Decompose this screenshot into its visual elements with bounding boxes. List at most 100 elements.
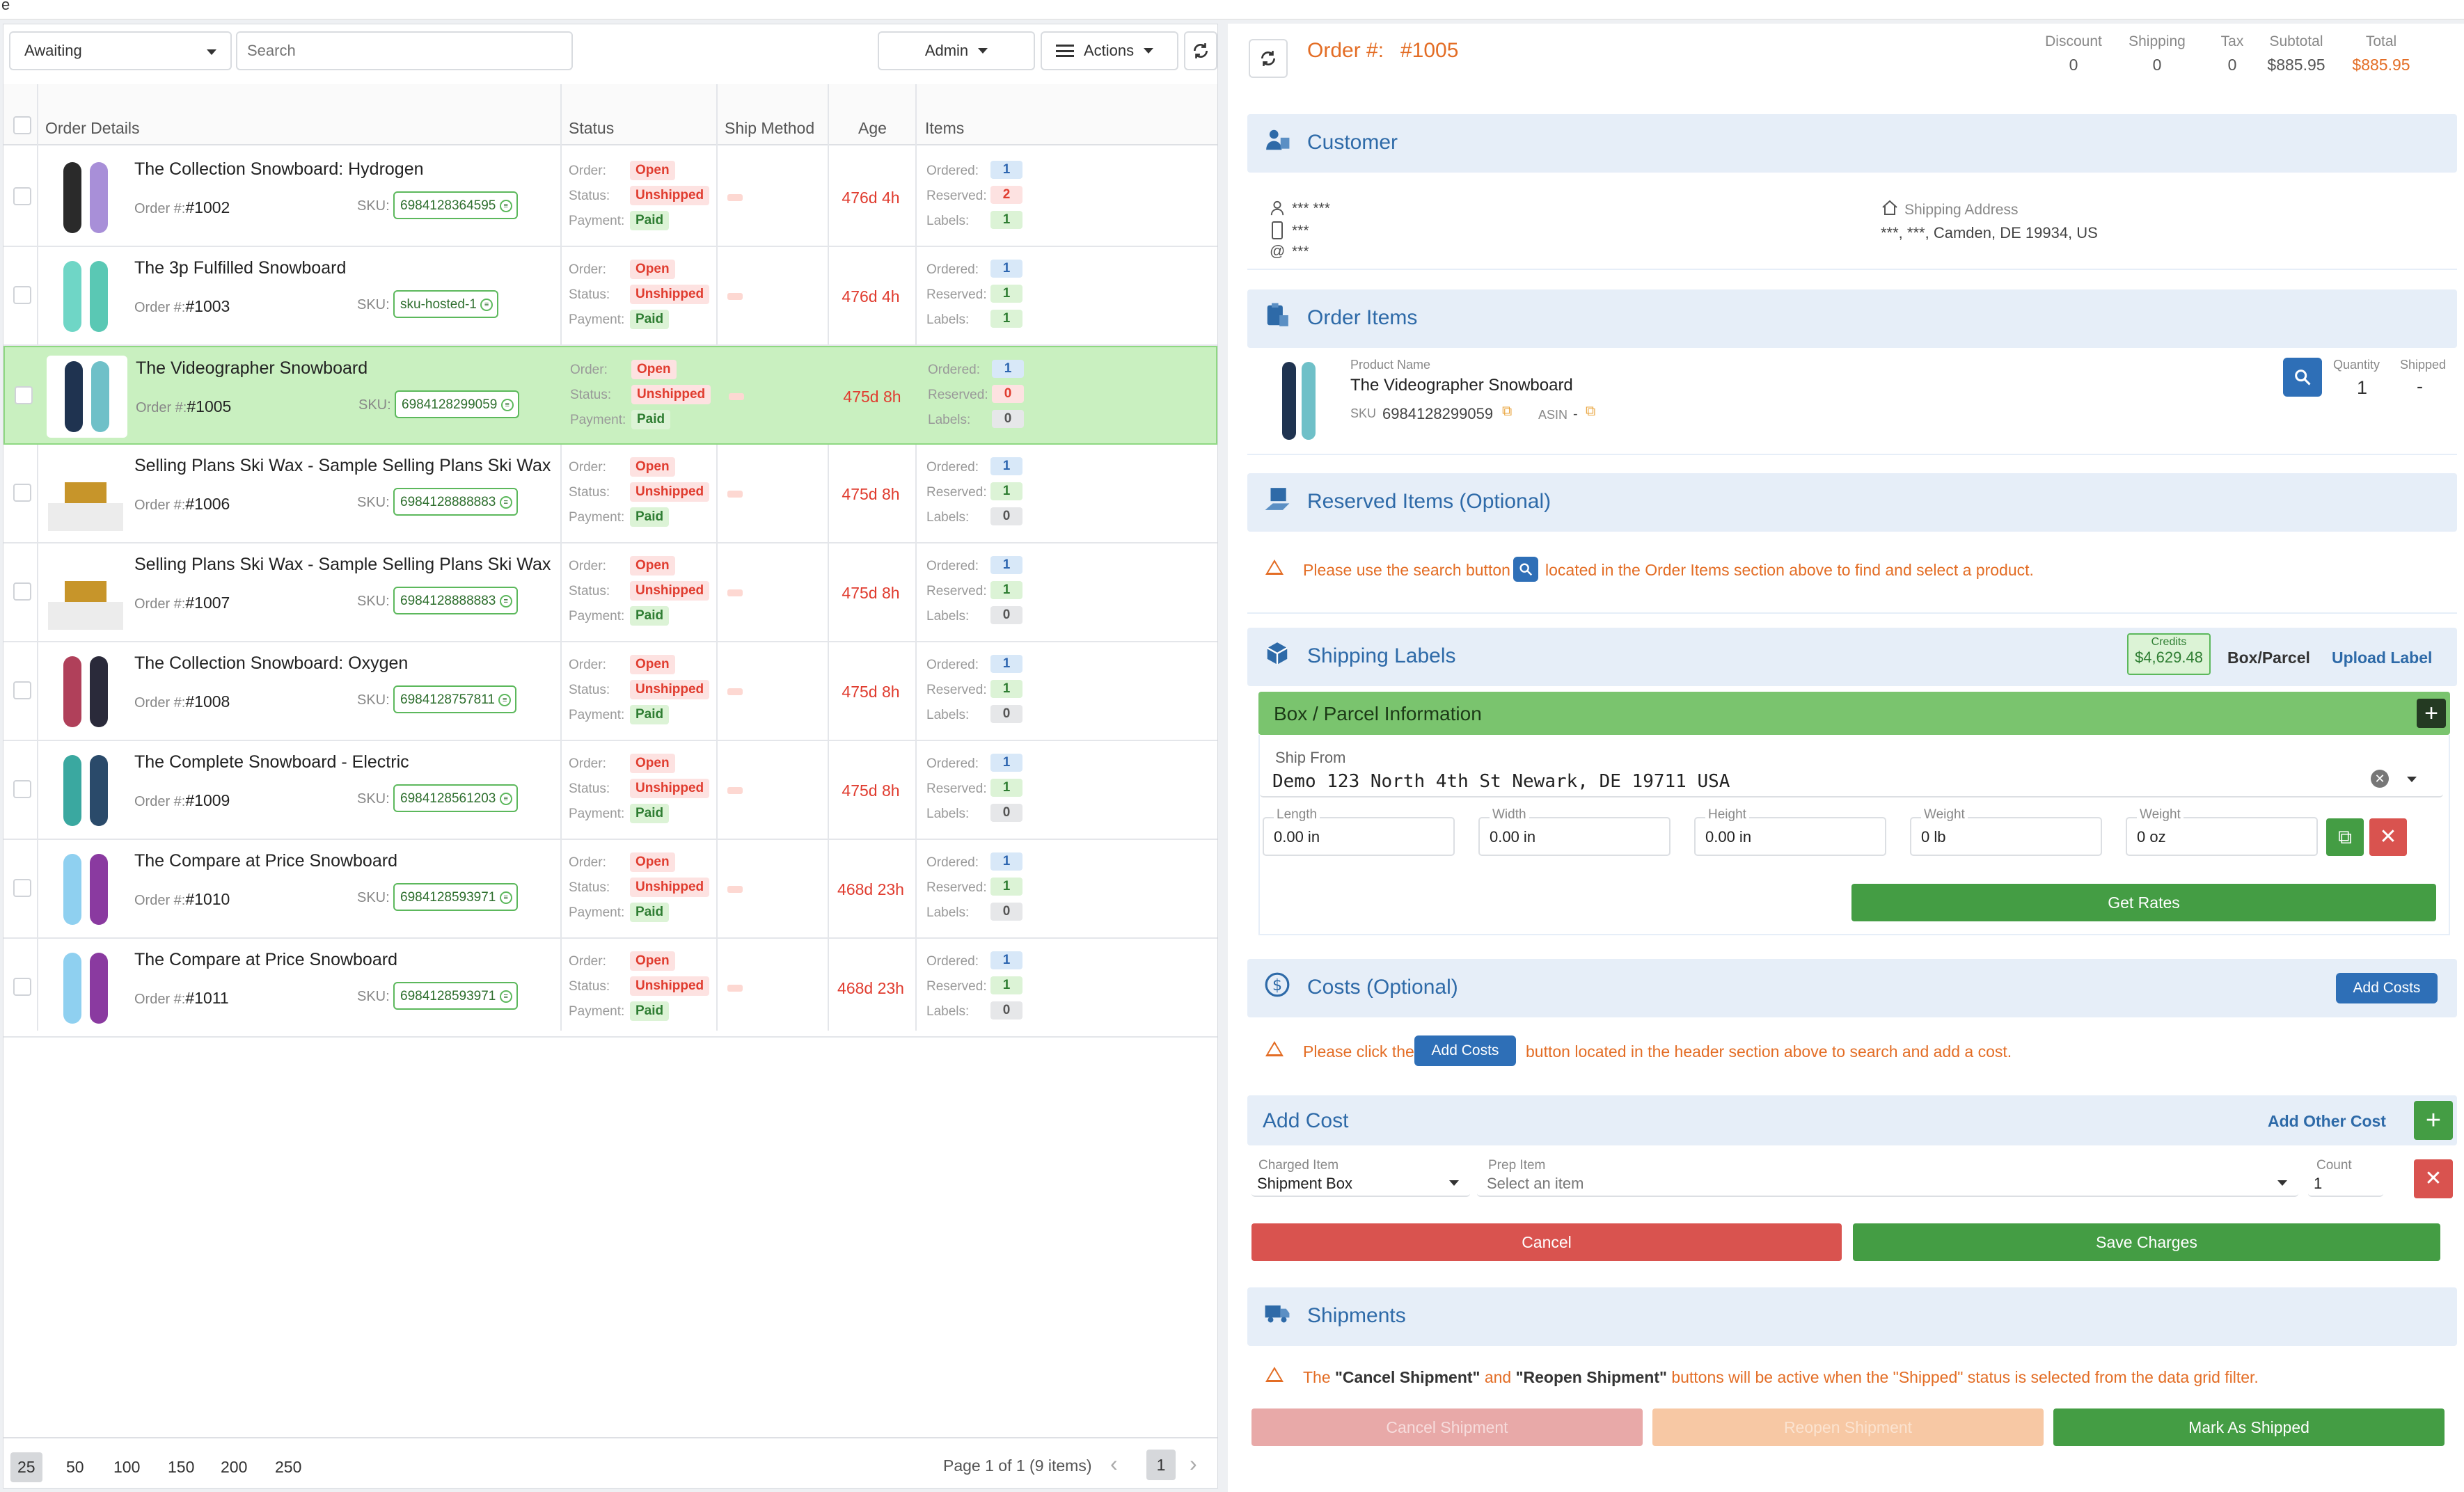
customer-title: Customer [1307, 131, 1398, 154]
row-sku-badge[interactable]: sku-hosted-1 ≡ [393, 290, 499, 318]
row-sku-badge[interactable]: 6984128757811 ≡ [393, 685, 517, 713]
upload-label-link[interactable]: Upload Label [2332, 649, 2433, 667]
actions-label: Actions [1084, 42, 1135, 59]
remove-cost-button[interactable]: ✕ [2414, 1159, 2453, 1198]
row-age: 475d 8h [842, 781, 900, 800]
product-thumbnail [45, 157, 126, 239]
select-all-checkbox[interactable] [13, 116, 31, 134]
page-size-option[interactable]: 200 [221, 1458, 248, 1476]
add-other-cost-link[interactable]: Add Other Cost [2268, 1112, 2386, 1130]
ship-method-placeholder [729, 393, 744, 400]
row-ordered-label: Ordered: [926, 460, 979, 475]
table-row[interactable]: The 3p Fulfilled Snowboard Order #:#1003… [3, 247, 1217, 346]
table-row[interactable]: The Collection Snowboard: Oxygen Order #… [3, 642, 1217, 741]
table-row[interactable]: Selling Plans Ski Wax - Sample Selling P… [3, 543, 1217, 642]
add-costs-button[interactable]: Add Costs [2336, 973, 2438, 1003]
search-product-button[interactable] [2283, 358, 2322, 397]
clear-icon[interactable]: ✕ [2371, 770, 2389, 788]
row-title: The 3p Fulfilled Snowboard [134, 258, 347, 278]
current-page-button[interactable]: 1 [1146, 1450, 1176, 1480]
row-checkbox[interactable] [13, 484, 31, 502]
page-size-option[interactable]: 250 [275, 1458, 302, 1476]
prep-item-select[interactable]: Prep Item Select an item [1477, 1158, 2298, 1197]
refresh-button[interactable] [1184, 31, 1217, 70]
next-page-icon[interactable]: › [1190, 1451, 1197, 1476]
row-labels-label: Labels: [926, 807, 970, 821]
row-checkbox[interactable] [13, 681, 31, 699]
search-input[interactable] [236, 31, 573, 70]
remove-box-button[interactable]: ✕ [2369, 818, 2407, 856]
copy-asin-icon[interactable]: ⧉ [1586, 404, 1596, 419]
row-order-status-label: Order: [569, 855, 606, 870]
prev-page-icon[interactable]: ‹ [1110, 1451, 1118, 1476]
header-status[interactable]: Status [569, 119, 615, 137]
row-checkbox[interactable] [15, 386, 33, 404]
row-checkbox[interactable] [13, 582, 31, 601]
dimension-input[interactable]: Length 0.00 in [1263, 807, 1455, 856]
cancel-shipment-button[interactable]: Cancel Shipment [1251, 1408, 1643, 1446]
column-divider [37, 84, 38, 1031]
total-item: Shipping 0 [2126, 33, 2188, 74]
header-order-details[interactable]: Order Details [45, 119, 140, 137]
row-sku-badge[interactable]: 6984128593971 ≡ [393, 883, 518, 911]
table-row[interactable]: The Complete Snowboard - Electric Order … [3, 741, 1217, 840]
header-ship-method[interactable]: Ship Method [725, 119, 815, 137]
row-checkbox[interactable] [13, 978, 31, 996]
row-sku-label: SKU: [357, 594, 390, 609]
inline-search-icon [1513, 557, 1538, 582]
actions-button[interactable]: Actions [1041, 31, 1178, 70]
chevron-down-icon[interactable] [2407, 777, 2417, 782]
row-sku-badge[interactable]: 6984128299059 ≡ [395, 390, 519, 418]
row-ordered-count: 1 [990, 655, 1022, 673]
row-checkbox[interactable] [13, 187, 31, 205]
copy-dims-button[interactable]: ⧉ [2326, 818, 2364, 856]
table-row[interactable]: The Collection Snowboard: Hydrogen Order… [3, 148, 1217, 247]
add-box-button[interactable]: + [2417, 699, 2446, 728]
page-size-option[interactable]: 150 [168, 1458, 195, 1476]
dimension-label: Weight [1921, 807, 1968, 823]
user-select[interactable]: Admin [878, 31, 1035, 70]
box-parcel-link[interactable]: Box/Parcel [2227, 649, 2310, 667]
table-row[interactable]: Selling Plans Ski Wax - Sample Selling P… [3, 445, 1217, 543]
row-checkbox[interactable] [13, 879, 31, 897]
row-checkbox[interactable] [13, 286, 31, 304]
add-cost-header: Add Cost Add Other Cost + [1247, 1095, 2457, 1145]
total-label: Tax [2220, 33, 2244, 49]
row-sku-badge[interactable]: 6984128561203 ≡ [393, 784, 518, 812]
get-rates-button[interactable]: Get Rates [1851, 884, 2436, 921]
dimension-input[interactable]: Weight 0 oz [2126, 807, 2318, 856]
table-row[interactable]: The Compare at Price Snowboard Order #:#… [3, 939, 1217, 1038]
refresh-order-button[interactable] [1249, 39, 1288, 78]
chevron-down-icon [207, 49, 216, 55]
ship-from-select[interactable]: Ship From Demo 123 North 4th St Newark, … [1260, 749, 2443, 797]
row-labels-count: 0 [990, 903, 1022, 921]
dimension-label: Length [1274, 807, 1320, 823]
dimension-input[interactable]: Width 0.00 in [1478, 807, 1671, 856]
status-filter-select[interactable]: Awaiting [9, 31, 232, 70]
row-sku-badge[interactable]: 6984128888883 ≡ [393, 587, 518, 614]
charged-item-select[interactable]: Charged Item Shipment Box [1251, 1158, 1470, 1197]
dimension-input[interactable]: Height 0.00 in [1694, 807, 1886, 856]
mark-as-shipped-button[interactable]: Mark As Shipped [2053, 1408, 2445, 1446]
add-cost-button[interactable]: + [2414, 1101, 2453, 1140]
copy-sku-icon[interactable]: ⧉ [1502, 404, 1513, 419]
page-size-option[interactable]: 25 [10, 1452, 42, 1482]
row-order-status: Open [630, 556, 675, 576]
dimension-input[interactable]: Weight 0 lb [1910, 807, 2102, 856]
row-sku-badge[interactable]: 6984128888883 ≡ [393, 488, 518, 516]
table-row[interactable]: The Compare at Price Snowboard Order #:#… [3, 840, 1217, 939]
count-input[interactable]: Count 1 [2308, 1158, 2383, 1197]
reopen-shipment-button[interactable]: Reopen Shipment [1652, 1408, 2044, 1446]
header-age[interactable]: Age [858, 119, 887, 137]
row-checkbox[interactable] [13, 780, 31, 798]
row-sku-badge[interactable]: 6984128364595 ≡ [393, 191, 518, 219]
page-size-option[interactable]: 100 [113, 1458, 141, 1476]
row-ship-status: Unshipped [630, 680, 710, 699]
header-items[interactable]: Items [925, 119, 965, 137]
row-sku-badge[interactable]: 6984128593971 ≡ [393, 982, 518, 1010]
cancel-charges-button[interactable]: Cancel [1251, 1223, 1842, 1261]
page-size-option[interactable]: 50 [66, 1458, 84, 1476]
row-order-status-label: Order: [569, 164, 606, 178]
save-charges-button[interactable]: Save Charges [1853, 1223, 2440, 1261]
table-row[interactable]: The Videographer Snowboard Order #:#1005… [3, 346, 1217, 445]
